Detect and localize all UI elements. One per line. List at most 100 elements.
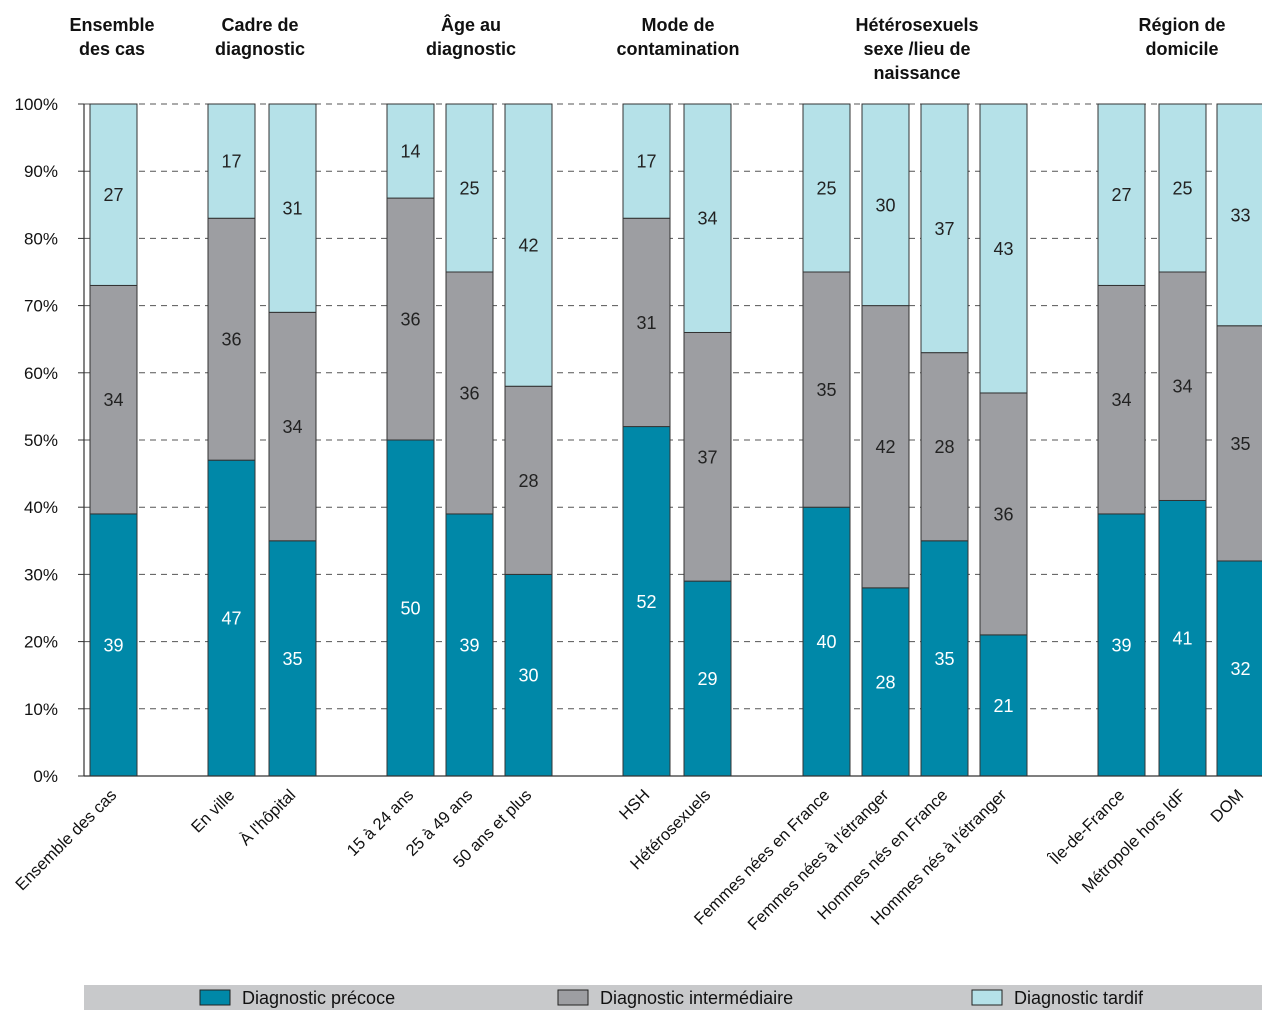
value-label: 37: [697, 447, 717, 467]
bar-segment-1: [920, 540, 969, 777]
value-label: 35: [282, 649, 302, 669]
group-title: Cadre de: [221, 15, 298, 35]
bar-segment-2: [89, 284, 138, 515]
bar-segment-3: [207, 103, 256, 219]
bar-segment-2: [504, 385, 553, 575]
bar-segment-3: [683, 103, 732, 333]
value-label: 43: [993, 239, 1013, 259]
value-label: 42: [875, 437, 895, 457]
group-title: Région de: [1138, 15, 1225, 35]
bar-segment-2: [268, 311, 317, 542]
axes: 0% 10% 20% 30% 40% 50% 60% 70% 80% 90% 100%: [15, 95, 1262, 786]
value-label: 34: [1111, 390, 1131, 410]
legend-label: Diagnostic intermédiaire: [600, 988, 793, 1008]
bar-segment-2: [207, 217, 256, 461]
y-tick-label: 50%: [24, 431, 58, 450]
value-label: 34: [1172, 377, 1192, 397]
bar-segment-2: [683, 331, 732, 582]
value-label: 39: [459, 635, 479, 655]
value-label: 25: [459, 179, 479, 199]
value-label: 31: [282, 199, 302, 219]
category-label: À l'hôpital: [236, 785, 300, 849]
group-title: Mode de: [641, 15, 714, 35]
category-label: En ville: [188, 786, 238, 836]
y-tick-label: 100%: [15, 95, 58, 114]
value-label: 50: [400, 599, 420, 619]
bar-segment-1: [504, 573, 553, 777]
value-label: 39: [1111, 635, 1131, 655]
bar-segment-1: [89, 513, 138, 777]
bar-segment-3: [1097, 103, 1146, 286]
bar-segment-3: [622, 103, 671, 219]
y-tick-label: 40%: [24, 498, 58, 517]
bar-segment-1: [386, 439, 435, 777]
bar-segment-2: [445, 271, 494, 515]
value-label: 27: [103, 185, 123, 205]
bar-segment-2: [920, 352, 969, 542]
value-label: 35: [934, 649, 954, 669]
value-label: 36: [459, 383, 479, 403]
bar-segment-1: [445, 513, 494, 777]
value-label: 39: [103, 635, 123, 655]
group-title: Ensemble: [69, 15, 154, 35]
legend: Diagnostic précoce Diagnostic intermédiai…: [84, 985, 1262, 1010]
value-label: 34: [103, 390, 123, 410]
bar-segment-3: [920, 103, 969, 354]
group-title: contamination: [616, 39, 739, 59]
bar-segment-1: [683, 580, 732, 777]
value-label: 25: [816, 179, 836, 199]
group-titles: Ensemble des cas Cadre de diagnostic Âge au d…: [69, 14, 1225, 83]
y-tick-label: 90%: [24, 162, 58, 181]
value-label: 34: [697, 209, 717, 229]
y-tick-label: 30%: [24, 565, 58, 584]
value-label: 14: [400, 142, 420, 162]
bar-segment-3: [1216, 103, 1262, 327]
bar-segment-2: [622, 217, 671, 428]
value-label: 30: [518, 666, 538, 686]
value-label: 40: [816, 632, 836, 652]
value-label: 17: [636, 152, 656, 172]
bar-segment-1: [1158, 499, 1207, 777]
y-tick-label: 10%: [24, 700, 58, 719]
group-title: domicile: [1145, 39, 1218, 59]
group-title: des cas: [79, 39, 145, 59]
bar-segment-1: [1097, 513, 1146, 777]
category-label: Ensemble des cas: [12, 786, 120, 894]
legend-swatch: [199, 989, 231, 1006]
bar-segment-3: [504, 103, 553, 387]
bar-segment-3: [802, 103, 851, 273]
bar-segment-1: [622, 426, 671, 777]
bar-segment-2: [802, 271, 851, 508]
bar-segment-2: [1158, 271, 1207, 501]
y-tick-label: 20%: [24, 633, 58, 652]
value-label: 28: [518, 471, 538, 491]
value-label: 52: [636, 592, 656, 612]
bars: 39 34 27 47 36 17 35 34 31 50 36 14 39 36 25 30 28 42 52 31…: [89, 103, 1262, 777]
bar-segment-3: [979, 103, 1028, 394]
y-tick-label: 60%: [24, 364, 58, 383]
value-label: 27: [1111, 185, 1131, 205]
value-label: 25: [1172, 179, 1192, 199]
value-label: 36: [993, 504, 1013, 524]
category-label: HSH: [616, 786, 653, 823]
bar-segment-2: [386, 197, 435, 441]
bar-segment-1: [979, 634, 1028, 777]
bar-segment-1: [802, 506, 851, 777]
legend-swatch: [971, 989, 1003, 1006]
value-label: 42: [518, 236, 538, 256]
bar-segment-3: [1158, 103, 1207, 273]
bar-segment-3: [445, 103, 494, 273]
bar-segment-3: [268, 103, 317, 313]
y-tick-label: 0%: [33, 767, 58, 786]
value-label: 30: [875, 195, 895, 215]
group-title: sexe /lieu de: [863, 39, 970, 59]
value-label: 41: [1172, 629, 1192, 649]
bar-segment-3: [386, 103, 435, 199]
y-tick-label: 70%: [24, 297, 58, 316]
value-label: 36: [221, 330, 241, 350]
group-title: diagnostic: [215, 39, 305, 59]
value-label: 32: [1230, 659, 1250, 679]
value-label: 35: [816, 380, 836, 400]
